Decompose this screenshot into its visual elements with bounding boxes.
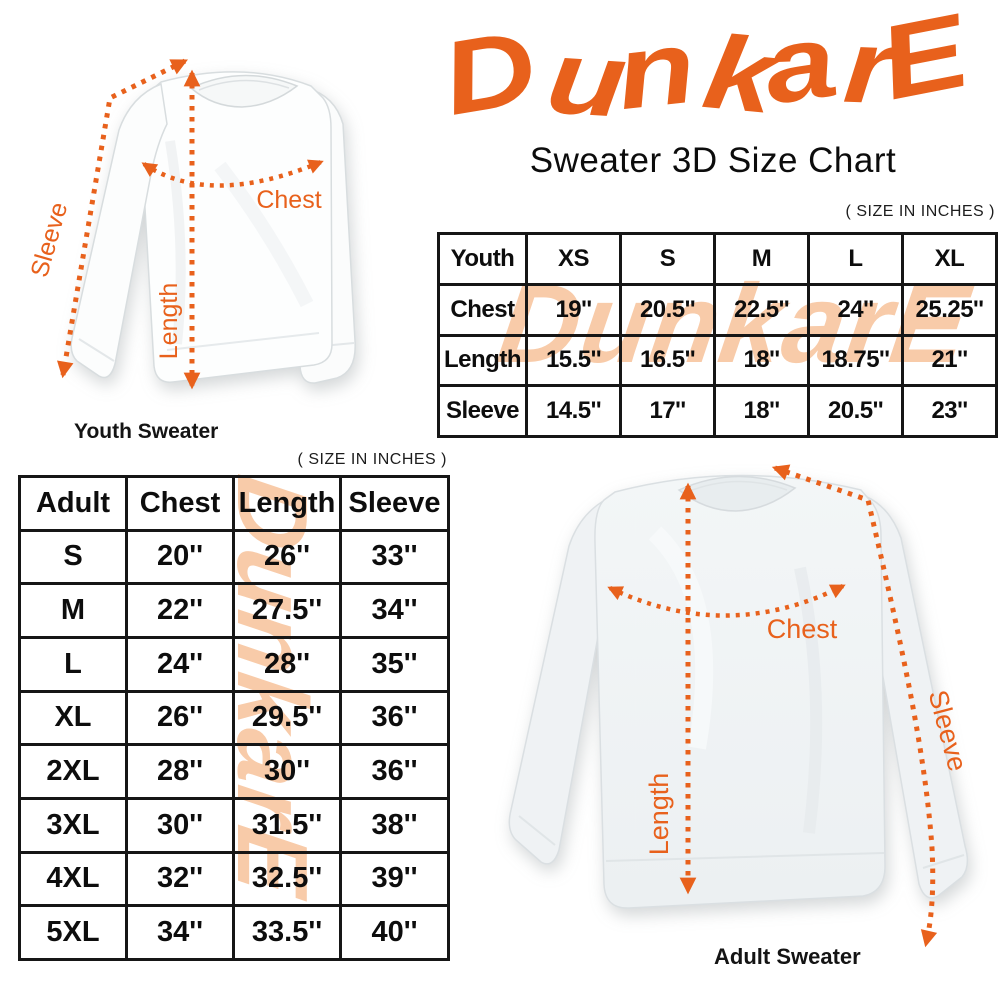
table-cell: 24'' bbox=[125, 635, 235, 693]
table-cell: 32'' bbox=[125, 850, 235, 908]
table-row: Sleeve 14.5'' 17'' 18'' 20.5'' 23'' bbox=[437, 384, 998, 438]
row-label-cell: 3XL bbox=[18, 796, 128, 854]
youth-sweater-illustration: Chest Length Sleeve bbox=[25, 58, 356, 390]
table-cell: 33'' bbox=[339, 528, 450, 586]
table-cell: 31.5'' bbox=[232, 796, 342, 854]
table-row: 5XL 34'' 33.5'' 40'' bbox=[18, 904, 450, 961]
table-header-cell: XL bbox=[901, 232, 998, 286]
brand-logo: DunkarE bbox=[434, 2, 984, 142]
adult-header-row: Adult Chest Length Sleeve bbox=[18, 475, 450, 532]
table-cell: 16.5'' bbox=[619, 333, 716, 388]
table-header-cell: Youth bbox=[437, 232, 528, 286]
adult-size-table: Adult Chest Length Sleeve S 20'' 26'' 33… bbox=[18, 475, 450, 961]
row-label-cell: Sleeve bbox=[437, 384, 528, 438]
table-cell: 38'' bbox=[339, 796, 450, 854]
row-label-cell: 2XL bbox=[18, 743, 128, 800]
adult-caption: Adult Sweater bbox=[714, 944, 861, 969]
table-cell: 18.75'' bbox=[807, 333, 904, 388]
table-cell: 18'' bbox=[713, 384, 810, 438]
adult-sweater-drawing bbox=[508, 474, 969, 909]
youth-chest-label: Chest bbox=[256, 186, 321, 214]
table-cell: 15.5'' bbox=[525, 333, 622, 388]
table-cell: 28'' bbox=[125, 743, 235, 800]
table-cell: 34'' bbox=[339, 582, 450, 639]
table-row: 4XL 32'' 32.5'' 39'' bbox=[18, 850, 450, 908]
row-label-cell: Chest bbox=[437, 282, 528, 337]
table-cell: 30'' bbox=[125, 796, 235, 854]
youth-sweater-drawing bbox=[70, 71, 356, 384]
youth-length-label: Length bbox=[155, 283, 183, 359]
table-header-cell: M bbox=[713, 232, 810, 286]
table-cell: 36'' bbox=[339, 689, 450, 747]
table-cell: 24'' bbox=[807, 282, 904, 337]
table-cell: 40'' bbox=[339, 904, 450, 961]
table-row: XL 26'' 29.5'' 36'' bbox=[18, 689, 450, 747]
table-cell: 20.5'' bbox=[807, 384, 904, 438]
table-header-cell: Length bbox=[232, 475, 342, 532]
chart-title: Sweater 3D Size Chart bbox=[529, 141, 897, 180]
table-cell: 22'' bbox=[125, 582, 235, 639]
table-cell: 35'' bbox=[339, 635, 450, 693]
table-cell: 36'' bbox=[339, 743, 450, 800]
table-row: S 20'' 26'' 33'' bbox=[18, 528, 450, 586]
table-cell: 32.5'' bbox=[232, 850, 342, 908]
table-cell: 17'' bbox=[619, 384, 716, 438]
table-cell: 20'' bbox=[125, 528, 235, 586]
adult-length-label: Length bbox=[644, 773, 674, 856]
table-row: 2XL 28'' 30'' 36'' bbox=[18, 743, 450, 800]
table-cell: 25.25'' bbox=[901, 282, 998, 337]
row-label-cell: S bbox=[18, 528, 128, 586]
table-header-cell: Chest bbox=[125, 475, 235, 532]
row-label-cell: M bbox=[18, 582, 128, 639]
row-label-cell: 5XL bbox=[18, 904, 128, 961]
adult-sweater-illustration: Chest Length Sleeve bbox=[508, 464, 973, 948]
table-cell: 20.5'' bbox=[619, 282, 716, 337]
row-label-cell: 4XL bbox=[18, 850, 128, 908]
table-header-cell: L bbox=[807, 232, 904, 286]
row-label-cell: XL bbox=[18, 689, 128, 747]
table-cell: 33.5'' bbox=[232, 904, 342, 961]
adult-sleeve-measure-line bbox=[771, 464, 938, 948]
table-cell: 39'' bbox=[339, 850, 450, 908]
table-cell: 19'' bbox=[525, 282, 622, 337]
youth-caption: Youth Sweater bbox=[74, 420, 219, 443]
table-cell: 23'' bbox=[901, 384, 998, 438]
table-row: Chest 19'' 20.5'' 22.5'' 24'' 25.25'' bbox=[437, 282, 998, 337]
adult-size-unit-note: ( SIZE IN INCHES ) bbox=[297, 451, 447, 468]
table-cell: 29.5'' bbox=[232, 689, 342, 747]
table-cell: 22.5'' bbox=[713, 282, 810, 337]
youth-size-unit-note: ( SIZE IN INCHES ) bbox=[845, 203, 995, 220]
table-cell: 27.5'' bbox=[232, 582, 342, 639]
table-cell: 14.5'' bbox=[525, 384, 622, 438]
table-row: 3XL 30'' 31.5'' 38'' bbox=[18, 796, 450, 854]
table-header-cell: XS bbox=[525, 232, 622, 286]
brand-logo-text: DunkarE bbox=[434, 2, 984, 142]
table-row: M 22'' 27.5'' 34'' bbox=[18, 582, 450, 639]
table-cell: 28'' bbox=[232, 635, 342, 693]
row-label-cell: L bbox=[18, 635, 128, 693]
table-cell: 30'' bbox=[232, 743, 342, 800]
table-cell: 34'' bbox=[125, 904, 235, 961]
adult-chest-label: Chest bbox=[767, 614, 838, 644]
youth-size-table: Youth XS S M L XL Chest 19'' 20.5'' 22.5… bbox=[437, 232, 998, 438]
table-header-cell: Sleeve bbox=[339, 475, 450, 532]
table-cell: 26'' bbox=[125, 689, 235, 747]
table-row: Length 15.5'' 16.5'' 18'' 18.75'' 21'' bbox=[437, 333, 998, 388]
row-label-cell: Length bbox=[437, 333, 528, 388]
table-header-cell: Adult bbox=[18, 475, 128, 532]
table-header-cell: S bbox=[619, 232, 716, 286]
table-cell: 26'' bbox=[232, 528, 342, 586]
table-row: L 24'' 28'' 35'' bbox=[18, 635, 450, 693]
table-cell: 18'' bbox=[713, 333, 810, 388]
youth-header-row: Youth XS S M L XL bbox=[437, 232, 998, 286]
table-cell: 21'' bbox=[901, 333, 998, 388]
youth-sleeve-label: Sleeve bbox=[25, 199, 73, 280]
youth-chest-measure-line bbox=[141, 159, 324, 188]
